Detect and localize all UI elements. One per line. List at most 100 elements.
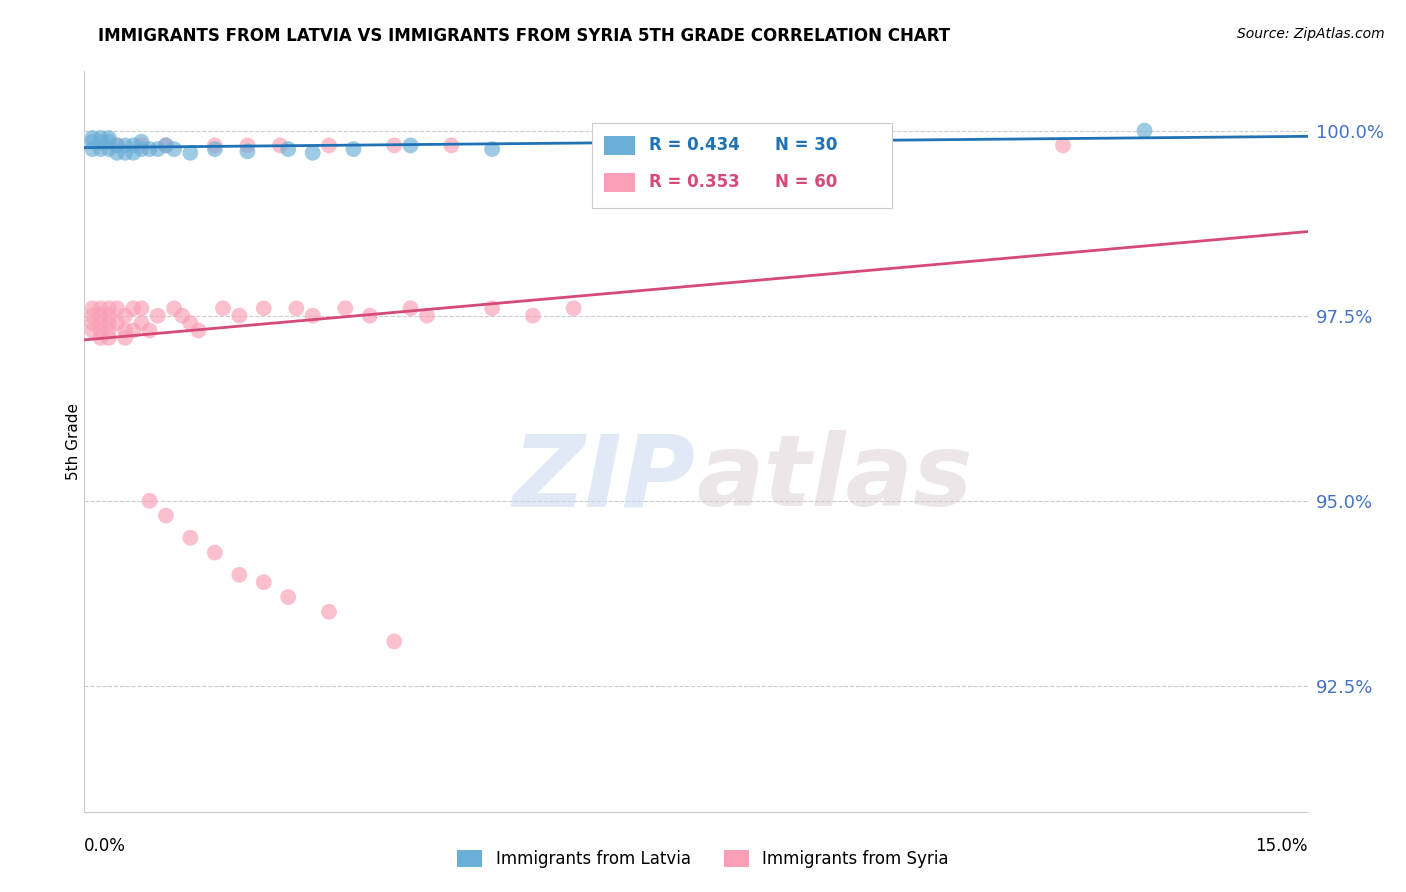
Point	[481, 142, 503, 156]
Point	[277, 590, 299, 604]
Point	[90, 131, 112, 145]
Point	[82, 324, 104, 338]
Point	[179, 316, 201, 330]
Text: atlas: atlas	[696, 430, 973, 527]
Point	[342, 142, 364, 156]
FancyBboxPatch shape	[605, 173, 636, 192]
Point	[114, 145, 136, 160]
Text: ZIP: ZIP	[513, 430, 696, 527]
Point	[335, 301, 357, 316]
Point	[131, 142, 153, 156]
Point	[146, 309, 169, 323]
Point	[399, 301, 422, 316]
Point	[82, 142, 104, 156]
Point	[105, 316, 128, 330]
Point	[90, 316, 112, 330]
Point	[97, 131, 120, 145]
Text: IMMIGRANTS FROM LATVIA VS IMMIGRANTS FROM SYRIA 5TH GRADE CORRELATION CHART: IMMIGRANTS FROM LATVIA VS IMMIGRANTS FRO…	[98, 27, 950, 45]
Point	[105, 301, 128, 316]
Point	[187, 324, 209, 338]
Point	[114, 309, 136, 323]
Point	[179, 145, 201, 160]
Point	[204, 546, 226, 560]
Point	[138, 142, 160, 156]
Point	[90, 331, 112, 345]
Point	[97, 316, 120, 330]
Point	[138, 493, 160, 508]
Point	[301, 145, 323, 160]
Point	[114, 138, 136, 153]
FancyBboxPatch shape	[605, 136, 636, 154]
Point	[82, 301, 104, 316]
Point	[382, 138, 405, 153]
Legend: Immigrants from Latvia, Immigrants from Syria: Immigrants from Latvia, Immigrants from …	[450, 843, 956, 875]
Point	[82, 135, 104, 149]
Point	[105, 138, 128, 153]
Point	[277, 142, 299, 156]
Point	[90, 135, 112, 149]
Point	[253, 301, 276, 316]
Point	[82, 316, 104, 330]
Point	[138, 324, 160, 338]
Point	[301, 309, 323, 323]
Point	[253, 575, 276, 590]
Point	[105, 145, 128, 160]
Point	[212, 301, 235, 316]
Point	[522, 309, 544, 323]
Point	[359, 309, 381, 323]
Text: R = 0.434: R = 0.434	[650, 136, 741, 154]
Point	[97, 135, 120, 149]
Point	[97, 301, 120, 316]
Point	[97, 324, 120, 338]
Point	[562, 301, 585, 316]
Point	[122, 138, 145, 153]
Point	[399, 138, 422, 153]
Text: 15.0%: 15.0%	[1256, 837, 1308, 855]
Point	[163, 142, 186, 156]
Text: R = 0.353: R = 0.353	[650, 173, 740, 192]
Point	[105, 138, 128, 153]
Y-axis label: 5th Grade: 5th Grade	[66, 403, 80, 480]
Point	[236, 138, 259, 153]
Point	[318, 138, 340, 153]
Point	[481, 301, 503, 316]
Point	[114, 331, 136, 345]
Point	[416, 309, 439, 323]
Point	[82, 309, 104, 323]
Point	[1052, 138, 1074, 153]
Point	[146, 142, 169, 156]
Point	[82, 131, 104, 145]
Point	[163, 301, 186, 316]
Point	[90, 324, 112, 338]
Point	[228, 567, 250, 582]
Point	[90, 142, 112, 156]
Point	[1133, 123, 1156, 137]
Point	[269, 138, 291, 153]
Point	[90, 301, 112, 316]
Text: N = 60: N = 60	[776, 173, 838, 192]
Point	[97, 309, 120, 323]
Text: 0.0%: 0.0%	[84, 837, 127, 855]
Point	[122, 324, 145, 338]
Point	[440, 138, 463, 153]
Point	[114, 324, 136, 338]
Point	[155, 508, 177, 523]
Point	[97, 331, 120, 345]
Point	[131, 316, 153, 330]
Text: N = 30: N = 30	[776, 136, 838, 154]
Point	[204, 138, 226, 153]
Point	[382, 634, 405, 648]
Point	[90, 309, 112, 323]
Point	[236, 145, 259, 159]
Point	[155, 138, 177, 153]
Point	[172, 309, 194, 323]
Point	[97, 142, 120, 156]
Point	[131, 138, 153, 153]
Point	[204, 142, 226, 156]
Point	[179, 531, 201, 545]
Point	[285, 301, 308, 316]
Point	[131, 301, 153, 316]
FancyBboxPatch shape	[592, 123, 891, 209]
Point	[155, 138, 177, 153]
Point	[318, 605, 340, 619]
